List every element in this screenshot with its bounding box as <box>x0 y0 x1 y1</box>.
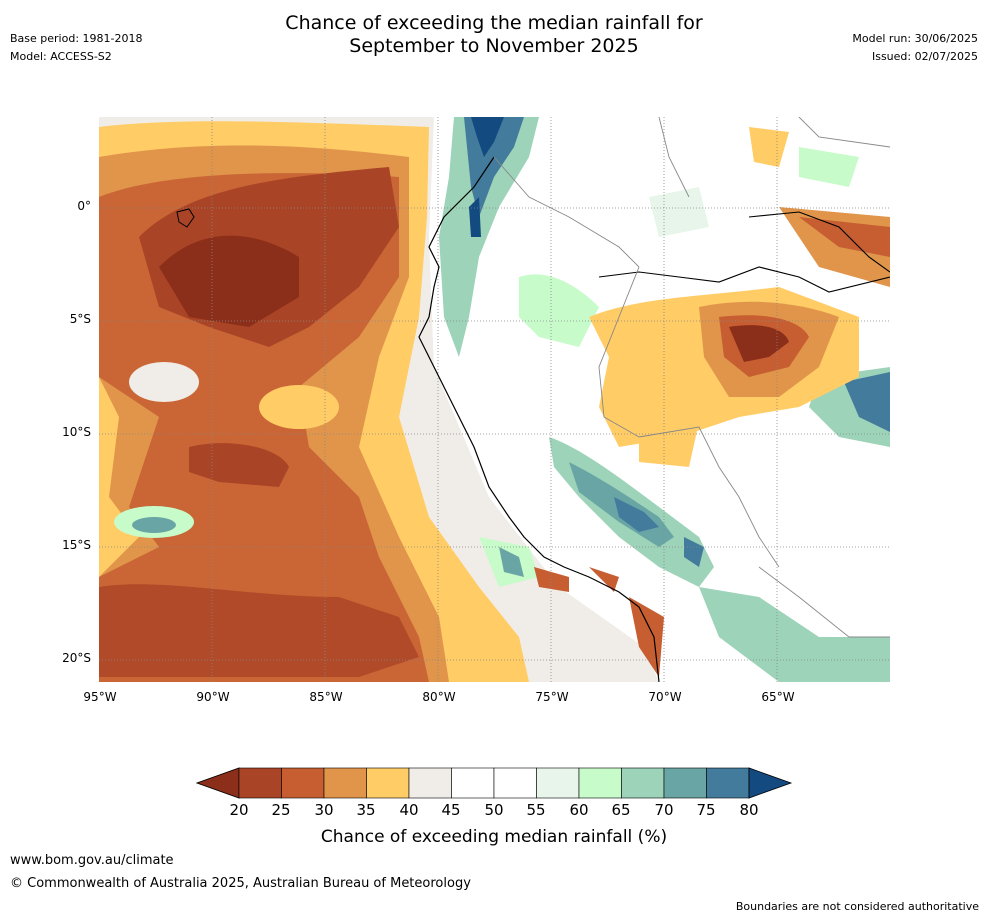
lat-label-0: 0° <box>77 199 91 213</box>
cbar-tick: 65 <box>611 801 631 819</box>
lon-label-65w: 65°W <box>761 690 795 704</box>
lon-label-95w: 95°W <box>83 690 117 704</box>
model-run-text: Model run: 30/06/2025 <box>852 32 978 45</box>
cbar-tick: 55 <box>526 801 546 819</box>
cbar-tick: 30 <box>314 801 334 819</box>
lon-label-70w: 70°W <box>648 690 682 704</box>
footer-copyright: © Commonwealth of Australia 2025, Austra… <box>10 876 471 891</box>
colorbar-swatch <box>451 767 495 799</box>
lon-label-80w: 80°W <box>422 690 456 704</box>
colorbar-swatch <box>366 767 410 799</box>
colorbar-over-arrow <box>748 767 793 799</box>
colorbar-swatch <box>493 767 537 799</box>
colorbar-swatch <box>706 767 750 799</box>
footer-note: Boundaries are not considered authoritat… <box>735 900 979 913</box>
lon-label-85w: 85°W <box>309 690 343 704</box>
lon-label-90w: 90°W <box>196 690 230 704</box>
map-svg <box>99 117 890 682</box>
lat-label-20s: 20°S <box>62 651 91 665</box>
cbar-tick: 70 <box>654 801 674 819</box>
meta-left: Base period: 1981-2018 Model: ACCESS-S2 <box>10 32 142 68</box>
lon-label-75w: 75°W <box>535 690 569 704</box>
lat-label-15s: 15°S <box>62 538 91 552</box>
issued-text: Issued: 02/07/2025 <box>871 50 978 63</box>
colorbar-swatch <box>408 767 452 799</box>
cbar-tick: 45 <box>441 801 461 819</box>
meta-right: Model run: 30/06/2025 Issued: 02/07/2025 <box>852 32 978 68</box>
cbar-tick: 40 <box>399 801 419 819</box>
model-text: Model: ACCESS-S2 <box>10 50 112 63</box>
cbar-tick: 75 <box>696 801 716 819</box>
colorbar-under-arrow <box>196 767 240 799</box>
title-line-1: Chance of exceeding the median rainfall … <box>285 12 703 34</box>
colorbar-swatch <box>238 767 282 799</box>
base-period-text: Base period: 1981-2018 <box>10 32 143 45</box>
footer-url: www.bom.gov.au/climate <box>10 853 174 868</box>
colorbar-swatch <box>281 767 325 799</box>
colorbar-swatch <box>323 767 367 799</box>
cbar-tick: 25 <box>271 801 291 819</box>
rainfall-map <box>99 117 890 682</box>
colorbar <box>196 767 793 799</box>
title-line-2: September to November 2025 <box>349 35 639 57</box>
cbar-tick: 35 <box>356 801 376 819</box>
colorbar-swatch <box>621 767 665 799</box>
cbar-tick: 20 <box>229 801 249 819</box>
lat-label-5s: 5°S <box>69 312 91 326</box>
colorbar-swatch <box>578 767 622 799</box>
colorbar-label: Chance of exceeding median rainfall (%) <box>320 827 668 847</box>
cbar-tick: 60 <box>569 801 589 819</box>
lat-label-10s: 10°S <box>62 425 91 439</box>
map-title: Chance of exceeding the median rainfall … <box>0 12 988 58</box>
cbar-tick: 50 <box>484 801 504 819</box>
cbar-tick: 80 <box>739 801 759 819</box>
colorbar-swatch <box>663 767 707 799</box>
colorbar-swatch <box>536 767 580 799</box>
